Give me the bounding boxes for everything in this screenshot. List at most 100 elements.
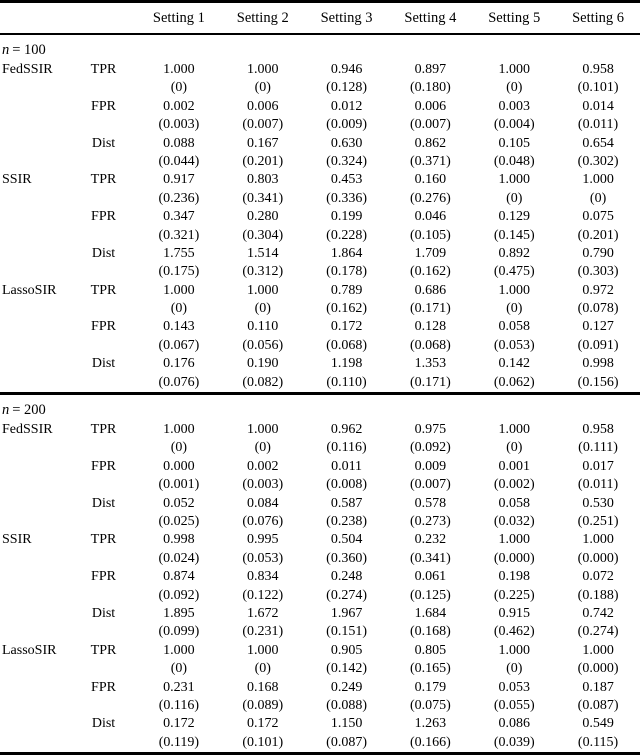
metric-std-error: (0.000) [493,550,535,566]
value-cell: 0.892 (0.475) [472,245,556,282]
method-label: SSIR [2,172,32,188]
metric-std-error: (0.162) [326,301,367,317]
method-label [0,679,70,716]
value-cell: 0.198 (0.225) [472,568,556,605]
metric-std-error: (0.001) [158,477,200,493]
metric-std-error: (0.007) [242,117,284,133]
value-cell: 0.172 (0.119) [137,715,221,753]
metric-std-error: (0.082) [242,374,284,390]
metric-std-error: (0.062) [493,374,535,390]
metric-std-error: (0) [506,80,523,96]
method-label: LassoSIR [2,282,57,298]
value-cell: 0.917 (0.236) [137,171,221,208]
metric-std-error: (0.274) [326,587,367,603]
metric-mean-value: 1.709 [414,245,447,261]
value-cell: 0.549 (0.115) [556,715,640,753]
metric-label: Dist [91,356,116,372]
metric-std-error: (0.039) [493,734,535,750]
metric-mean-value: 1.967 [330,605,363,621]
metric-mean-value: 0.143 [163,319,195,335]
metric-mean-value: 0.972 [582,282,614,298]
table-row: Dist 0.052 (0.025) 0.084 (0.076) 0.587 (0.238)… [0,495,640,532]
metric-std-error: (0.053) [493,337,535,353]
value-cell: 0.504 (0.360) [305,531,389,568]
value-cell: 0.897 (0.180) [388,61,472,98]
table-row: SSIR TPR 0.917 (0.236) 0.803 (0.341) 0.453 (0.3… [0,171,640,208]
metric-mean-value: 0.789 [330,282,363,298]
column-header-setting-6: Setting 6 [556,1,640,35]
metric-mean-value: 0.160 [414,172,447,188]
metric-std-error: (0) [170,80,188,96]
value-cell: 0.014 (0.011) [556,98,640,135]
metric-mean-value: 0.874 [163,569,195,585]
metric-std-error: (0.274) [577,624,619,640]
method-label [0,318,70,355]
metric-mean-value: 1.000 [246,282,279,298]
value-cell: 0.654 (0.302) [556,135,640,172]
metric-label: TPR [90,422,117,438]
value-cell: 1.353 (0.171) [388,355,472,393]
metric-std-error: (0.056) [242,337,284,353]
metric-std-error: (0.091) [577,337,619,353]
header-row: Setting 1 Setting 2 Setting 3 Setting 4 … [0,1,640,35]
table-row: Dist 0.172 (0.119) 0.172 (0.101) 1.150 (0.087)… [0,715,640,753]
metric-std-error: (0.048) [493,153,535,169]
value-cell: 0.530 (0.251) [556,495,640,532]
method-label [0,355,70,393]
metric-mean-value: 1.000 [582,532,614,548]
metric-mean-value: 1.000 [246,62,279,77]
value-cell: 0.280 (0.304) [221,208,305,245]
metric-mean-value: 0.975 [414,422,447,438]
value-cell: 1.000 (0.000) [472,531,556,568]
metric-std-error: (0.007) [409,117,451,133]
metric-std-error: (0.171) [409,374,451,390]
value-cell: 0.199 (0.228) [305,208,389,245]
value-cell: 0.995 (0.053) [221,531,305,568]
value-cell: 0.061 (0.125) [388,568,472,605]
metric-mean-value: 1.000 [498,62,530,77]
value-cell: 1.000 (0) [472,61,556,98]
value-cell: 0.587 (0.238) [305,495,389,532]
metric-mean-value: 0.017 [582,458,614,474]
value-cell: 0.075 (0.201) [556,208,640,245]
metric-label: FPR [91,209,116,225]
value-cell: 0.874 (0.092) [137,568,221,605]
metric-std-error: (0.251) [577,513,619,529]
table-row: FedSSIR TPR 1.000 (0) 1.000 (0) 0.962 (0.116) 0.… [0,421,640,458]
metric-mean-value: 0.129 [498,209,530,225]
metric-mean-value: 0.790 [582,245,614,261]
metric-std-error: (0.044) [158,153,200,169]
metric-mean-value: 0.917 [163,172,195,188]
metric-std-error: (0) [506,440,523,456]
value-cell: 1.150 (0.087) [305,715,389,753]
value-cell: 0.453 (0.336) [305,171,389,208]
metric-label: Dist [91,605,116,621]
metric-mean-value: 0.052 [163,495,195,511]
value-cell: 0.958 (0.111) [556,421,640,458]
metric-mean-value: 0.998 [163,532,195,548]
metric-mean-value: 0.578 [414,495,447,511]
metric-std-error: (0.360) [326,550,367,566]
value-cell: 0.347 (0.321) [137,208,221,245]
metric-mean-value: 1.000 [582,642,614,658]
metric-mean-value: 0.075 [582,209,614,225]
metric-std-error: (0.276) [409,190,451,206]
section-sample-size-variable: n [2,42,10,58]
metric-std-error: (0.142) [326,661,367,677]
metric-mean-value: 0.000 [163,458,195,474]
metric-std-error: (0.303) [577,264,619,280]
metric-std-error: (0.076) [158,374,200,390]
metric-label: FPR [91,319,116,335]
method-label: LassoSIR [2,642,57,658]
value-cell: 0.110 (0.056) [221,318,305,355]
metric-std-error: (0.101) [577,80,619,96]
metric-std-error: (0.003) [242,477,284,493]
metric-std-error: (0.092) [158,587,200,603]
value-cell: 0.128 (0.068) [388,318,472,355]
metric-std-error: (0) [506,661,523,677]
metric-mean-value: 0.172 [246,716,279,732]
metric-mean-value: 0.072 [582,569,614,585]
value-cell: 0.053 (0.055) [472,679,556,716]
metric-mean-value: 0.176 [163,356,195,372]
